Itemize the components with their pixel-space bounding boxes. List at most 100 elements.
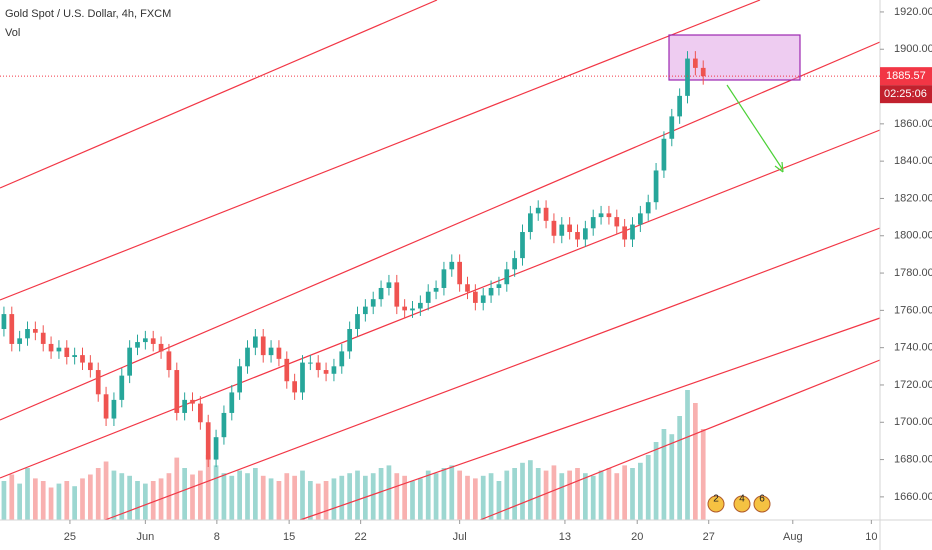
volume-bar <box>190 474 195 520</box>
volume-bar <box>150 481 156 520</box>
candle-body <box>17 338 22 344</box>
channel-line <box>0 0 438 189</box>
volume-bar <box>378 468 384 520</box>
volume-bar <box>331 478 337 520</box>
candle-body <box>590 217 596 229</box>
y-tick-label: 1760.00 <box>894 304 932 316</box>
volume-bar <box>425 470 431 520</box>
volume-bar <box>292 475 297 520</box>
candle-body <box>433 287 439 292</box>
volume-bar <box>410 481 415 520</box>
candle-body <box>677 95 682 117</box>
candle-body <box>80 355 85 363</box>
candle-body <box>268 347 274 356</box>
candle-body <box>598 213 604 218</box>
volume-bar <box>245 473 250 520</box>
volume-bar <box>535 468 541 520</box>
candle-body <box>700 67 706 77</box>
volume-bar <box>441 468 447 520</box>
volume-bar <box>598 470 604 520</box>
y-tick-label: 1700.00 <box>894 416 932 428</box>
candle-body <box>284 358 290 382</box>
candle-body <box>339 351 345 367</box>
event-badge-label: 4 <box>739 494 745 505</box>
y-tick-label: 1900.00 <box>894 43 932 55</box>
volume-bar <box>480 475 486 520</box>
x-tick-label: Aug <box>783 531 803 543</box>
candle-body <box>512 258 517 270</box>
volume-bar <box>33 478 38 520</box>
volume-bar <box>221 473 227 520</box>
candle-body <box>559 224 565 236</box>
volume-bar <box>693 403 698 520</box>
candle-body <box>504 269 510 285</box>
volume-bar <box>433 473 439 520</box>
volume-bar <box>370 473 376 520</box>
x-tick-label: 8 <box>214 531 220 543</box>
volume-bar <box>551 465 557 520</box>
volume-bar <box>64 481 70 520</box>
volume-bar <box>465 475 470 520</box>
candle-body <box>119 375 125 400</box>
channel-line <box>0 129 881 479</box>
volume-bar <box>590 475 596 520</box>
volume-bar <box>339 475 345 520</box>
indicator-label: Vol <box>5 27 20 39</box>
volume-bar <box>198 470 203 520</box>
volume-bar <box>119 473 125 520</box>
candle-body <box>410 308 415 311</box>
candle-body <box>95 370 101 395</box>
volume-bar <box>653 442 659 520</box>
y-tick-label: 1660.00 <box>894 491 932 503</box>
x-tick-label: Jul <box>453 531 467 543</box>
candles <box>1 51 706 468</box>
volume-bar <box>229 475 235 520</box>
volume-bar <box>363 475 368 520</box>
candle-body <box>198 403 203 423</box>
candle-body <box>190 399 195 404</box>
y-tick-label: 1860.00 <box>894 118 932 130</box>
x-tick-label: 22 <box>355 531 367 543</box>
candle-body <box>425 291 431 303</box>
volume-bar <box>685 390 690 520</box>
event-badge <box>707 495 725 513</box>
volume-bar <box>677 416 682 520</box>
volume-bar <box>9 474 15 520</box>
candle-body <box>40 332 46 344</box>
volume-bar <box>182 468 187 520</box>
trend-channel <box>0 0 881 521</box>
volume-bar <box>80 478 85 520</box>
volume-bar <box>135 481 140 520</box>
volume-bar <box>583 473 588 520</box>
volume-bar <box>315 483 321 520</box>
y-tick-label: 1920.00 <box>894 6 932 18</box>
candle-body <box>394 282 400 307</box>
candle-body <box>25 329 30 339</box>
volume-bar <box>402 475 407 520</box>
volume-bar <box>457 470 462 520</box>
volume-bar <box>17 483 22 520</box>
candle-body <box>465 284 470 292</box>
candle-body <box>638 213 643 225</box>
candle-body <box>386 282 392 288</box>
volume-bar <box>559 473 565 520</box>
candle-body <box>551 220 557 236</box>
volume-bar <box>323 481 329 520</box>
volume-bar <box>103 461 109 520</box>
candle-body <box>583 228 588 240</box>
volume-bar <box>418 478 423 520</box>
candle-body <box>520 232 525 259</box>
channel-line <box>104 227 881 521</box>
candle-body <box>661 138 667 171</box>
candle-body <box>480 295 486 303</box>
volume-bar <box>143 483 148 520</box>
volume-bar <box>638 462 643 520</box>
event-badge-label: 2 <box>713 494 719 505</box>
event-badge <box>753 495 771 513</box>
y-tick-label: 1720.00 <box>894 379 932 391</box>
candle-body <box>48 343 54 352</box>
volume-bar <box>56 483 62 520</box>
x-tick-label: 10 <box>865 531 877 543</box>
volume-bar <box>512 468 517 520</box>
channel-line <box>0 41 881 421</box>
